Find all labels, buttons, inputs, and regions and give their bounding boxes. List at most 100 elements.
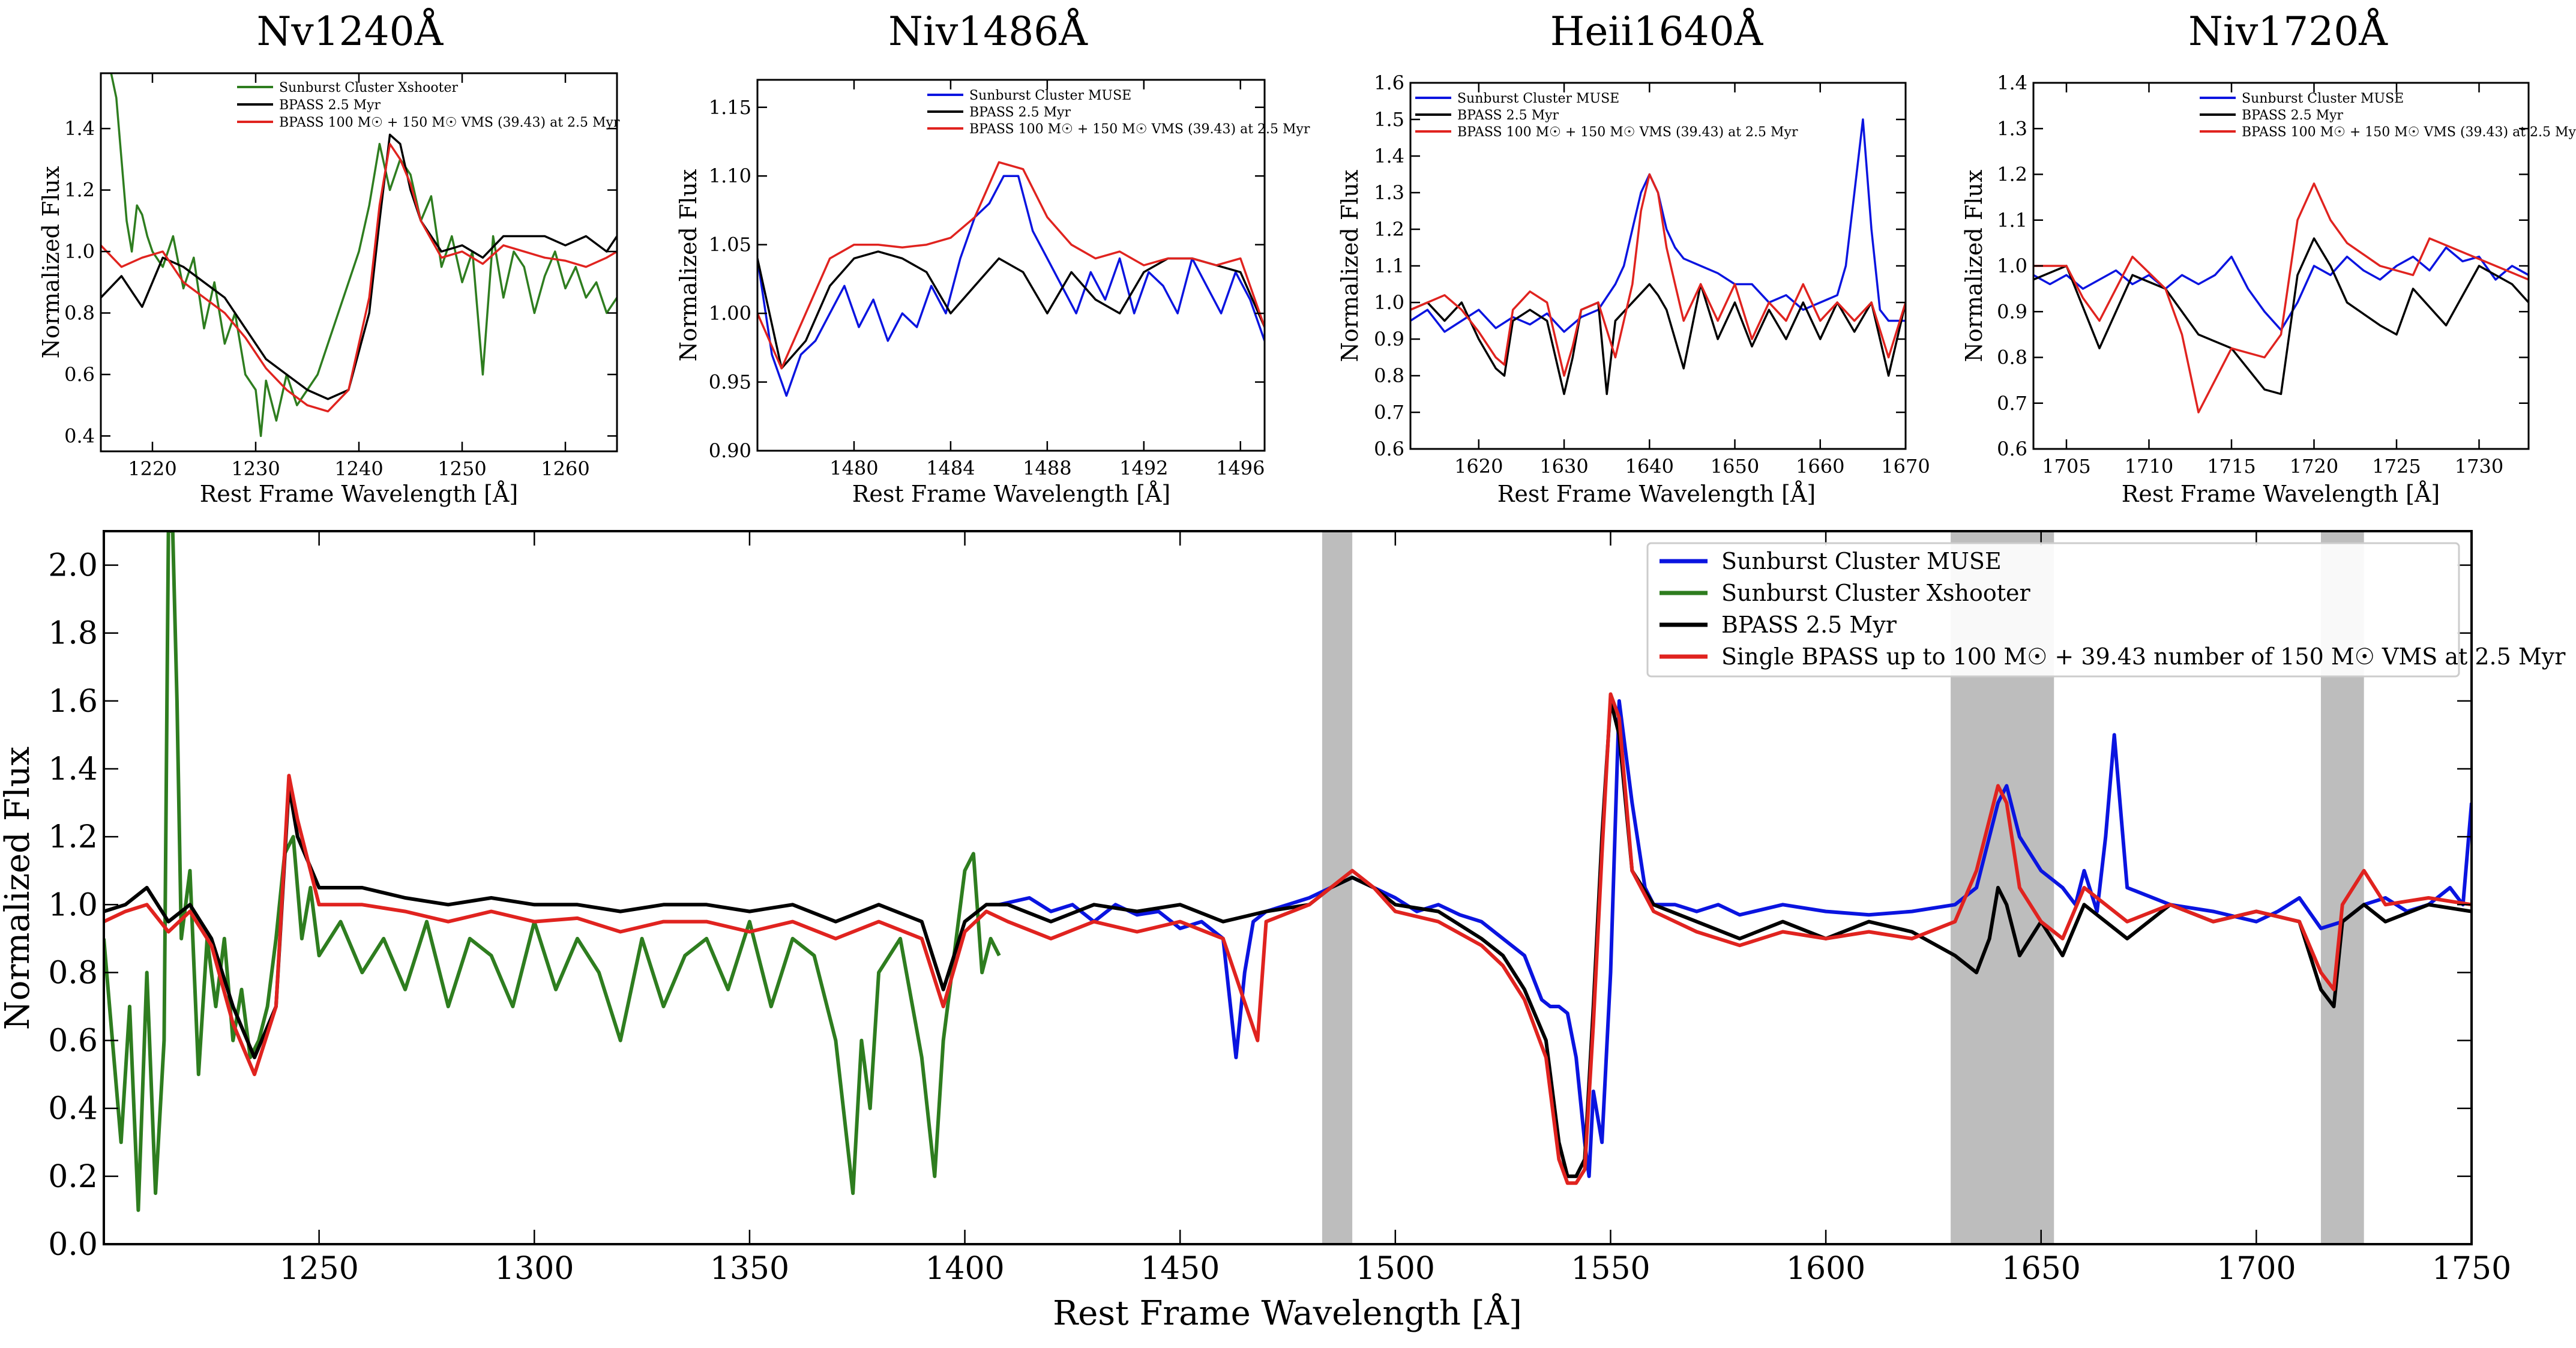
y-tick-label: 1.10 <box>709 164 751 187</box>
x-tick-label: 1230 <box>231 457 280 480</box>
panel-title: Heii1640Å <box>1550 8 1764 55</box>
x-axis-label: Rest Frame Wavelength [Å] <box>200 481 518 507</box>
legend-entry: Sunburst Cluster MUSE <box>969 88 1131 103</box>
y-tick-label: 1.2 <box>1374 218 1404 241</box>
y-tick-label: 0.7 <box>1997 392 2027 415</box>
y-tick-label: 0.8 <box>64 302 95 325</box>
y-tick-label: 1.3 <box>1997 117 2027 140</box>
series-line-vms <box>1410 173 1906 377</box>
legend-entry: Sunburst Cluster MUSE <box>1721 548 2002 574</box>
legend-entry: BPASS 2.5 Myr <box>1721 612 1897 638</box>
series-line-muse <box>1410 118 1906 333</box>
y-tick-label: 1.2 <box>64 179 95 202</box>
series-line-vms <box>757 161 1265 370</box>
panel-title: Niv1720Å <box>2188 8 2388 55</box>
series-line-bpass <box>1410 283 1906 396</box>
y-tick-label: 1.2 <box>48 819 98 855</box>
x-tick-label: 1350 <box>710 1251 789 1287</box>
legend: Sunburst Cluster Xshooter BPASS 2.5 Myr … <box>237 80 620 130</box>
legend-entry: BPASS 100 M☉ + 150 M☉ VMS (39.43) at 2.5… <box>2242 125 2576 140</box>
y-tick-label: 0.9 <box>1997 300 2027 323</box>
y-tick-label: 1.3 <box>1374 181 1404 204</box>
x-tick-label: 1710 <box>2125 455 2173 478</box>
x-tick-label: 1250 <box>438 457 486 480</box>
legend-entry: Single BPASS up to 100 M☉ + 39.43 number… <box>1721 643 2566 670</box>
y-tick-label: 0.6 <box>1374 438 1404 460</box>
x-tick-label: 1480 <box>829 457 878 480</box>
y-axis-label: Normalized Flux <box>38 166 64 359</box>
legend-entry: Sunburst Cluster Xshooter <box>1721 580 2031 606</box>
legend-entry: BPASS 100 M☉ + 150 M☉ VMS (39.43) at 2.5… <box>969 122 1310 137</box>
series-line-xshooter <box>104 531 1001 1212</box>
y-tick-label: 1.4 <box>64 117 95 140</box>
panel-nv1240: Nv1240Å 1220 1230 1240 1250 1260 0.4 0.6 0.8 1.0… <box>38 8 620 507</box>
y-tick-label: 1.8 <box>48 616 98 652</box>
plot-frame <box>756 79 1266 452</box>
series-line-vms <box>104 692 2472 1185</box>
y-tick-label: 0.9 <box>1374 328 1404 351</box>
x-tick-label: 1450 <box>1140 1251 1220 1287</box>
x-tick-label: 1550 <box>1571 1251 1650 1287</box>
y-tick-label: 1.0 <box>1374 291 1404 314</box>
y-axis-label: Normalized Flux <box>1337 170 1363 363</box>
x-tick-label: 1720 <box>2290 455 2338 478</box>
x-tick-label: 1240 <box>334 457 383 480</box>
y-tick-label: 1.2 <box>1997 163 2027 186</box>
y-tick-label: 2.0 <box>48 548 98 584</box>
x-axis-label: Rest Frame Wavelength [Å] <box>1497 481 1816 507</box>
x-tick-label: 1725 <box>2372 455 2421 478</box>
legend-box <box>1646 542 2460 678</box>
y-axis-label: Normalized Flux <box>1961 170 1987 363</box>
legend: Sunburst Cluster MUSE BPASS 2.5 Myr BPAS… <box>2200 91 2576 140</box>
x-tick-label: 1484 <box>926 457 975 480</box>
x-tick-label: 1260 <box>541 457 589 480</box>
legend-entry: BPASS 2.5 Myr <box>969 105 1071 120</box>
y-tick-label: 0.4 <box>48 1091 98 1127</box>
panel-heii1640: Heii1640Å 1620 1630 1640 1650 1660 1670 0.6 0.7… <box>1337 8 1930 507</box>
series-line-bpass <box>104 699 2472 1178</box>
panel-niv1486: Niv1486Å 1480 1484 1488 1492 1496 0.90 0.95 1.0… <box>675 8 1310 507</box>
panel-full-spectrum: 1250 1300 1350 1400 1450 1500 1550 1600 1650 1700… <box>0 530 2566 1333</box>
y-tick-label: 1.0 <box>48 887 98 923</box>
y-tick-label: 0.6 <box>48 1023 98 1059</box>
y-tick-label: 0.95 <box>709 371 751 394</box>
panel-title: Nv1240Å <box>257 8 444 55</box>
legend-entry: Sunburst Cluster MUSE <box>2242 91 2404 106</box>
series-line-muse <box>757 175 1265 397</box>
y-tick-label: 0.8 <box>1997 346 2027 369</box>
legend-entry: BPASS 2.5 Myr <box>1457 108 1559 123</box>
x-tick-label: 1600 <box>1786 1251 1865 1287</box>
y-tick-label: 1.1 <box>1374 254 1404 277</box>
plot-area <box>101 73 617 438</box>
x-tick-label: 1660 <box>1796 455 1844 478</box>
plot-area <box>757 161 1265 397</box>
axis-ticks: 1250 1300 1350 1400 1450 1500 1550 1600 1650 1700… <box>48 531 2511 1287</box>
y-tick-label: 1.05 <box>709 233 751 256</box>
x-axis-label: Rest Frame Wavelength [Å] <box>2122 481 2440 507</box>
legend: Sunburst Cluster MUSE BPASS 2.5 Myr BPAS… <box>1415 91 1798 140</box>
plot-area <box>1410 118 1906 396</box>
y-tick-label: 1.4 <box>48 751 98 787</box>
x-axis-label: Rest Frame Wavelength [Å] <box>1053 1293 1522 1333</box>
x-tick-label: 1488 <box>1023 457 1071 480</box>
y-tick-label: 0.4 <box>64 424 95 447</box>
legend-entry: BPASS 100 M☉ + 150 M☉ VMS (39.43) at 2.5… <box>1457 125 1798 140</box>
axis-ticks: 1480 1484 1488 1492 1496 0.90 0.95 1.00 1.05 1.10… <box>709 80 1265 480</box>
y-tick-label: 1.5 <box>1374 108 1404 131</box>
x-tick-label: 1620 <box>1454 455 1503 478</box>
y-tick-label: 0.8 <box>48 955 98 991</box>
plot-area <box>2033 182 2529 414</box>
y-tick-label: 1.4 <box>1997 71 2027 94</box>
plot-frame <box>103 530 2473 1245</box>
x-tick-label: 1400 <box>925 1251 1004 1287</box>
x-tick-label: 1670 <box>1881 455 1930 478</box>
axis-ticks: 1705 1710 1715 1720 1725 1730 0.6 0.7 0.8 0.9 1.0 1… <box>1997 71 2529 478</box>
y-tick-label: 1.0 <box>64 240 95 263</box>
x-tick-label: 1700 <box>2216 1251 2296 1287</box>
x-axis-label: Rest Frame Wavelength [Å] <box>852 481 1170 507</box>
y-tick-label: 0.90 <box>709 439 751 462</box>
axis-ticks: 1220 1230 1240 1250 1260 0.4 0.6 0.8 1.0 1.2 1.4 <box>64 73 617 480</box>
y-axis-label: Normalized Flux <box>675 169 702 362</box>
legend-entry: Sunburst Cluster Xshooter <box>279 80 458 95</box>
